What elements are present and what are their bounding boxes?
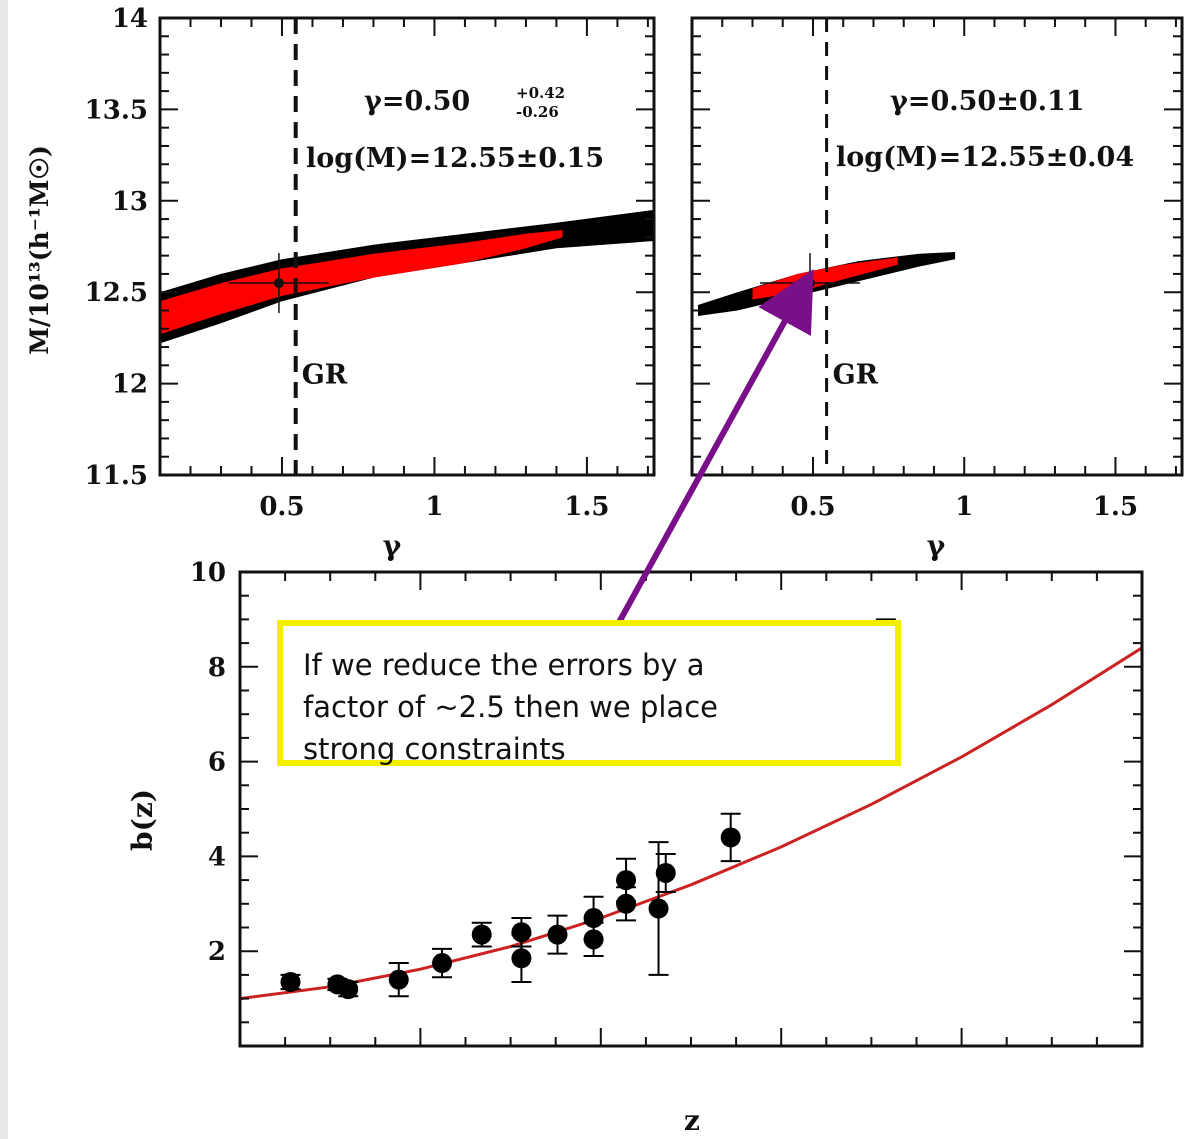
point-marker [511,948,532,969]
point-marker [720,827,741,848]
bottom-panel: 2 4 6 8 10 z b(z) [126,558,1144,1137]
callout-line-3: strong constraints [303,732,566,766]
point-marker [338,979,359,1000]
gamma-annotation: γ=0.50 [364,86,470,117]
y-tick-label: 12.5 [85,278,148,308]
axis-ticks [691,17,1182,476]
point-marker [655,862,676,883]
data-point [648,841,669,976]
y-tick-label: 12 [112,370,148,400]
best-fit-marker [228,253,329,314]
callout-line-1: If we reduce the errors by a [303,648,705,682]
x-axis-title: γ [927,529,946,562]
point-marker [280,972,301,993]
gr-label: GR [833,360,879,391]
gamma-upper-error: +0.42 [516,84,565,102]
inner-confidence-region [160,230,563,335]
mass-annotation: log(M)=12.55±0.04 [836,142,1134,173]
x-axis-title: γ [383,529,402,562]
axis-ticks [159,17,654,476]
data-point [432,947,453,979]
y-axis-title: M/10¹³(h⁻¹M☉) [25,145,54,355]
x-tick-label: 1 [955,492,973,522]
y-tick-labels: 2 4 6 8 10 [190,558,226,967]
y-tick-label: 8 [208,653,226,683]
y-tick-label: 2 [208,937,226,967]
callout-line-2: factor of ~2.5 then we place [303,690,718,724]
data-point [616,857,637,903]
data-point [583,895,604,941]
y-tick-label: 4 [208,842,226,872]
x-tick-label: 1.5 [1093,492,1138,522]
y-tick-labels: 11.5 12 12.5 13 13.5 14 [85,4,148,491]
gamma-lower-error: -0.26 [516,103,559,121]
x-tick-labels: 0.5 1 1.5 [790,492,1138,522]
point-marker [648,898,669,919]
point-marker [511,922,532,943]
data-point [655,853,676,893]
point-marker [432,953,453,974]
x-tick-label: 0.5 [790,492,835,522]
data-point [471,921,492,948]
data-point [720,812,741,863]
plot-frame [690,16,1184,477]
callout-box: If we reduce the errors by a factor of ~… [277,620,901,766]
x-tick-label: 0.5 [259,492,304,522]
data-point [547,914,568,955]
y-tick-label: 11.5 [85,461,148,491]
data-point [280,972,301,993]
plot-frame [158,16,656,477]
gamma-annotation: γ=0.50±0.11 [890,86,1085,117]
gr-label: GR [302,360,348,391]
callout-arrow [614,268,814,628]
y-tick-label: 10 [190,558,226,588]
confidence-regions [160,209,654,344]
outer-confidence-region [160,209,654,344]
mass-annotation: log(M)=12.55±0.15 [306,143,604,174]
y-tick-label: 14 [112,4,148,34]
point-marker [547,924,568,945]
best-fit-marker [759,253,860,314]
y-tick-label: 13 [112,187,148,217]
best-fit-point [273,278,284,289]
x-tick-label: 1 [425,492,443,522]
top-right-panel: GR 0.5 1 1.5 γ=0.50±0.11 log(M)=12.55±0.04… [690,16,1184,562]
point-marker [471,924,492,945]
x-tick-labels: 0.5 1 1.5 [259,492,609,522]
point-marker [388,969,409,990]
y-axis-title: b(z) [126,789,159,851]
point-marker [616,893,637,914]
point-marker [583,908,604,929]
point-marker [616,870,637,891]
data-point [388,962,409,998]
axis-ticks [239,571,1143,1047]
x-axis-title: z [684,1104,700,1137]
left-margin-strip [0,0,8,1139]
data-point [511,917,532,948]
y-tick-label: 6 [208,748,226,778]
best-fit-point [804,278,815,289]
y-tick-label: 13.5 [85,95,148,125]
x-tick-label: 1.5 [564,492,609,522]
data-point [338,979,359,1000]
